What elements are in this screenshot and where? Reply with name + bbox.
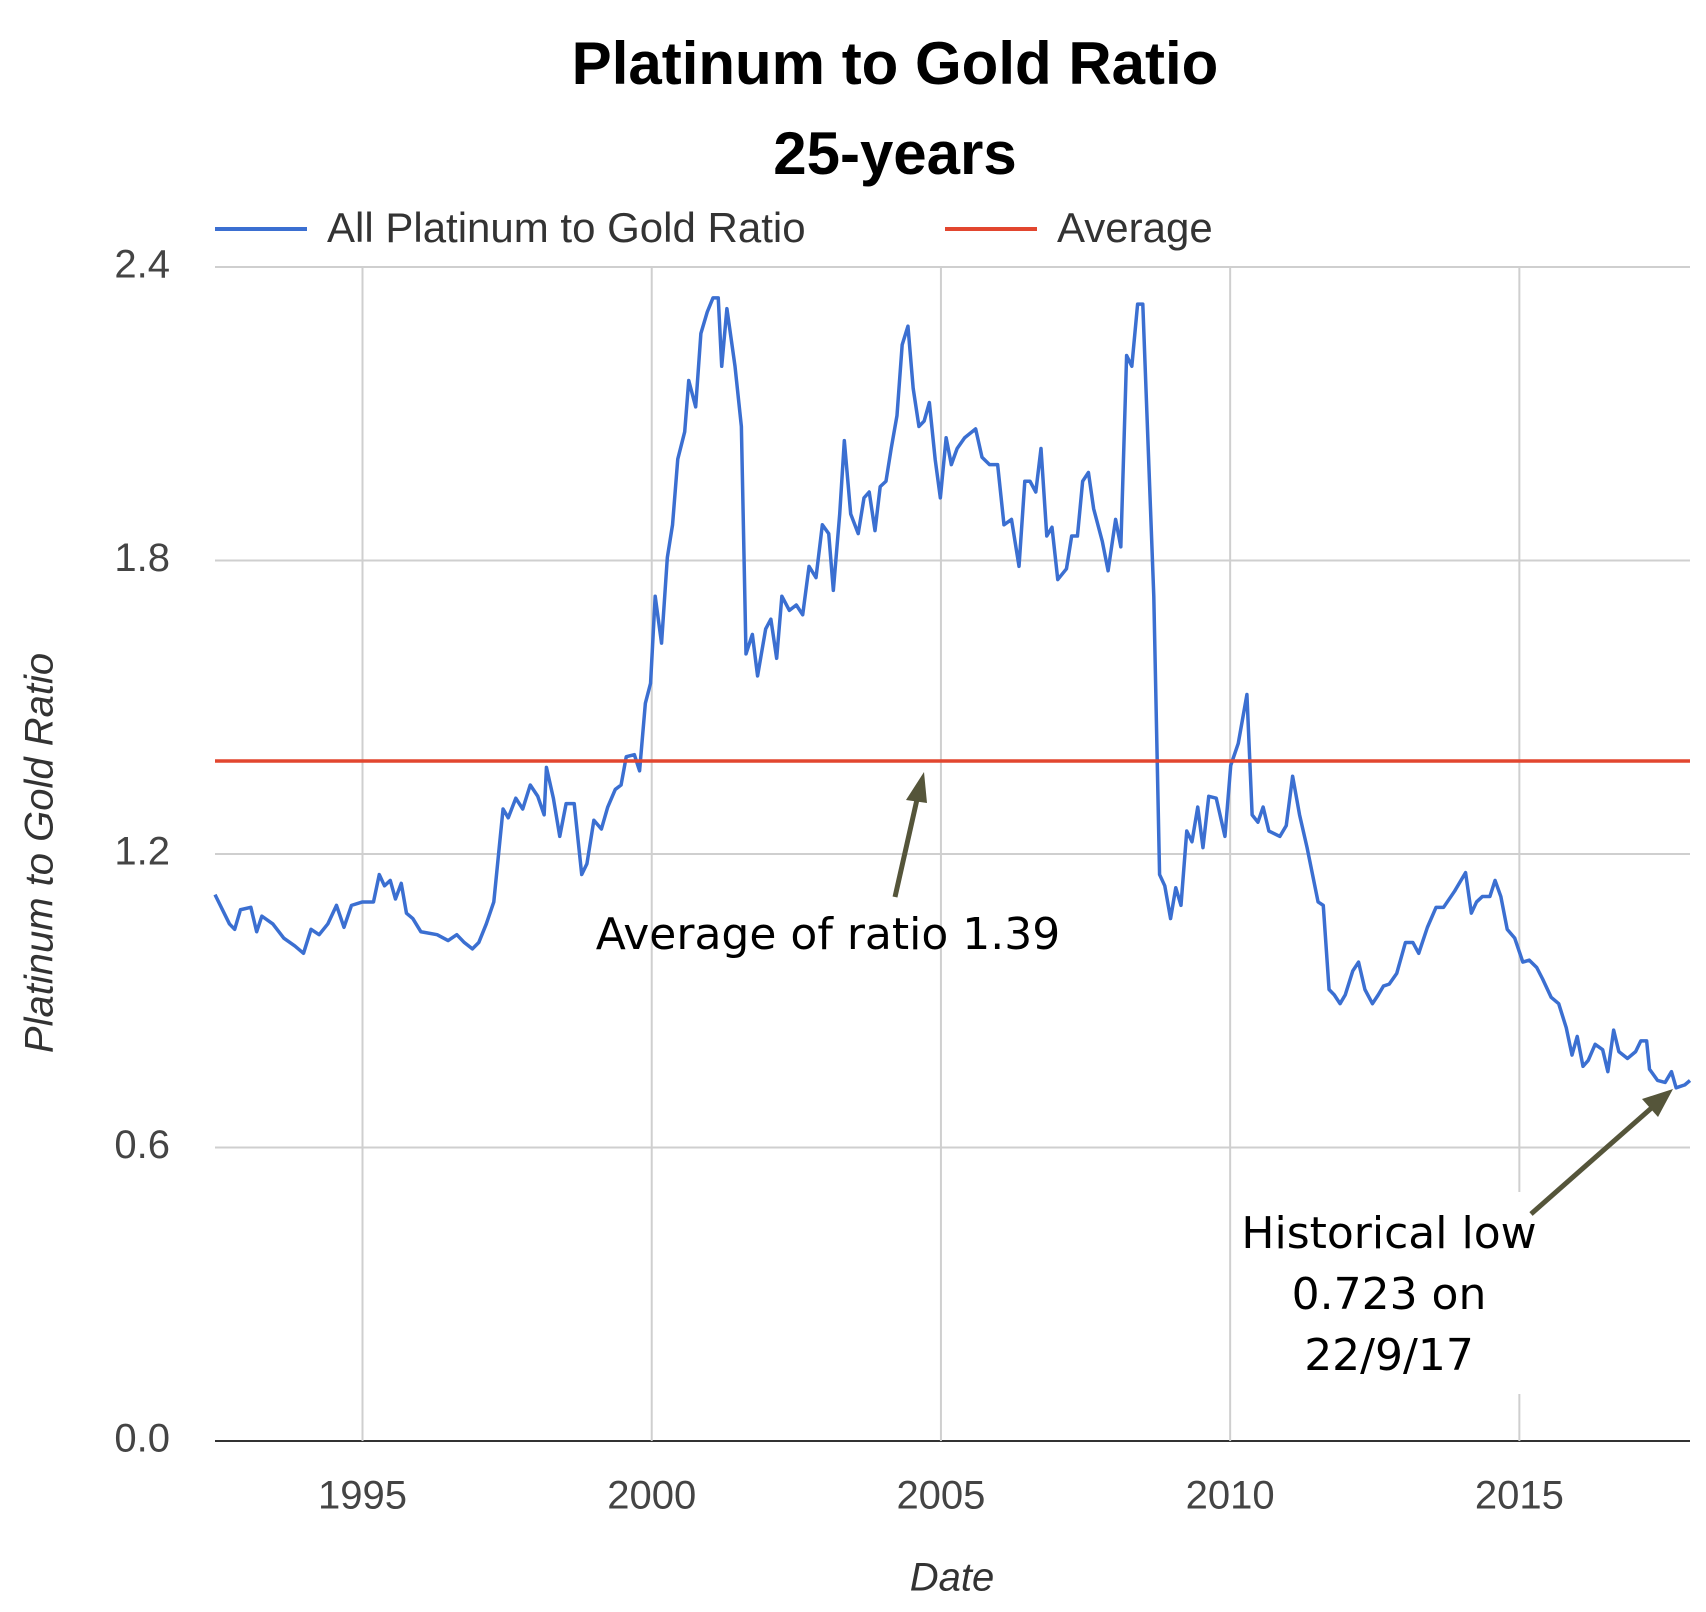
- annotation-text: 0.723 on: [1292, 1269, 1487, 1320]
- chart-title: Platinum to Gold Ratio: [572, 30, 1219, 97]
- y-tick-label: 2.4: [114, 243, 170, 287]
- annotation-arrow: [892, 794, 921, 898]
- y-tick-label: 1.8: [114, 536, 170, 580]
- annotations: Average of ratio 1.39 Historical low 0.723…: [596, 772, 1673, 1394]
- plot-area: [213, 296, 1692, 1090]
- annotation-background: [1241, 1192, 1536, 1394]
- x-axis-label: Date: [910, 1556, 995, 1600]
- x-tick-label: 2010: [1186, 1474, 1275, 1518]
- legend: All Platinum to Gold Ratio Average: [215, 204, 1213, 251]
- x-tick-label: 2000: [607, 1474, 696, 1518]
- y-axis-label: Platinum to Gold Ratio: [18, 653, 62, 1053]
- chart-subtitle: 25-years: [773, 120, 1017, 187]
- legend-label: All Platinum to Gold Ratio: [327, 204, 806, 251]
- annotation-arrowhead: [1642, 1089, 1673, 1117]
- x-tick-label: 2015: [1475, 1474, 1564, 1518]
- annotation-text: Average of ratio 1.39: [596, 909, 1060, 960]
- annotation-text: Historical low: [1241, 1208, 1536, 1259]
- y-tick-label: 1.2: [114, 830, 170, 874]
- annotation-arrow: [1529, 1102, 1658, 1216]
- annotation-text: 22/9/17: [1304, 1330, 1474, 1381]
- x-tick-label: 1995: [318, 1474, 407, 1518]
- annotation-arrowhead: [906, 772, 927, 803]
- grid: 0.0 0.6 1.2 1.8 2.4 1995 2000 2005 2010 2015: [114, 243, 1690, 1518]
- x-tick-label: 2005: [896, 1474, 985, 1518]
- data-line: [213, 296, 1692, 1090]
- legend-label: Average: [1057, 204, 1213, 251]
- y-tick-label: 0.6: [114, 1123, 170, 1167]
- y-tick-label: 0.0: [114, 1417, 170, 1461]
